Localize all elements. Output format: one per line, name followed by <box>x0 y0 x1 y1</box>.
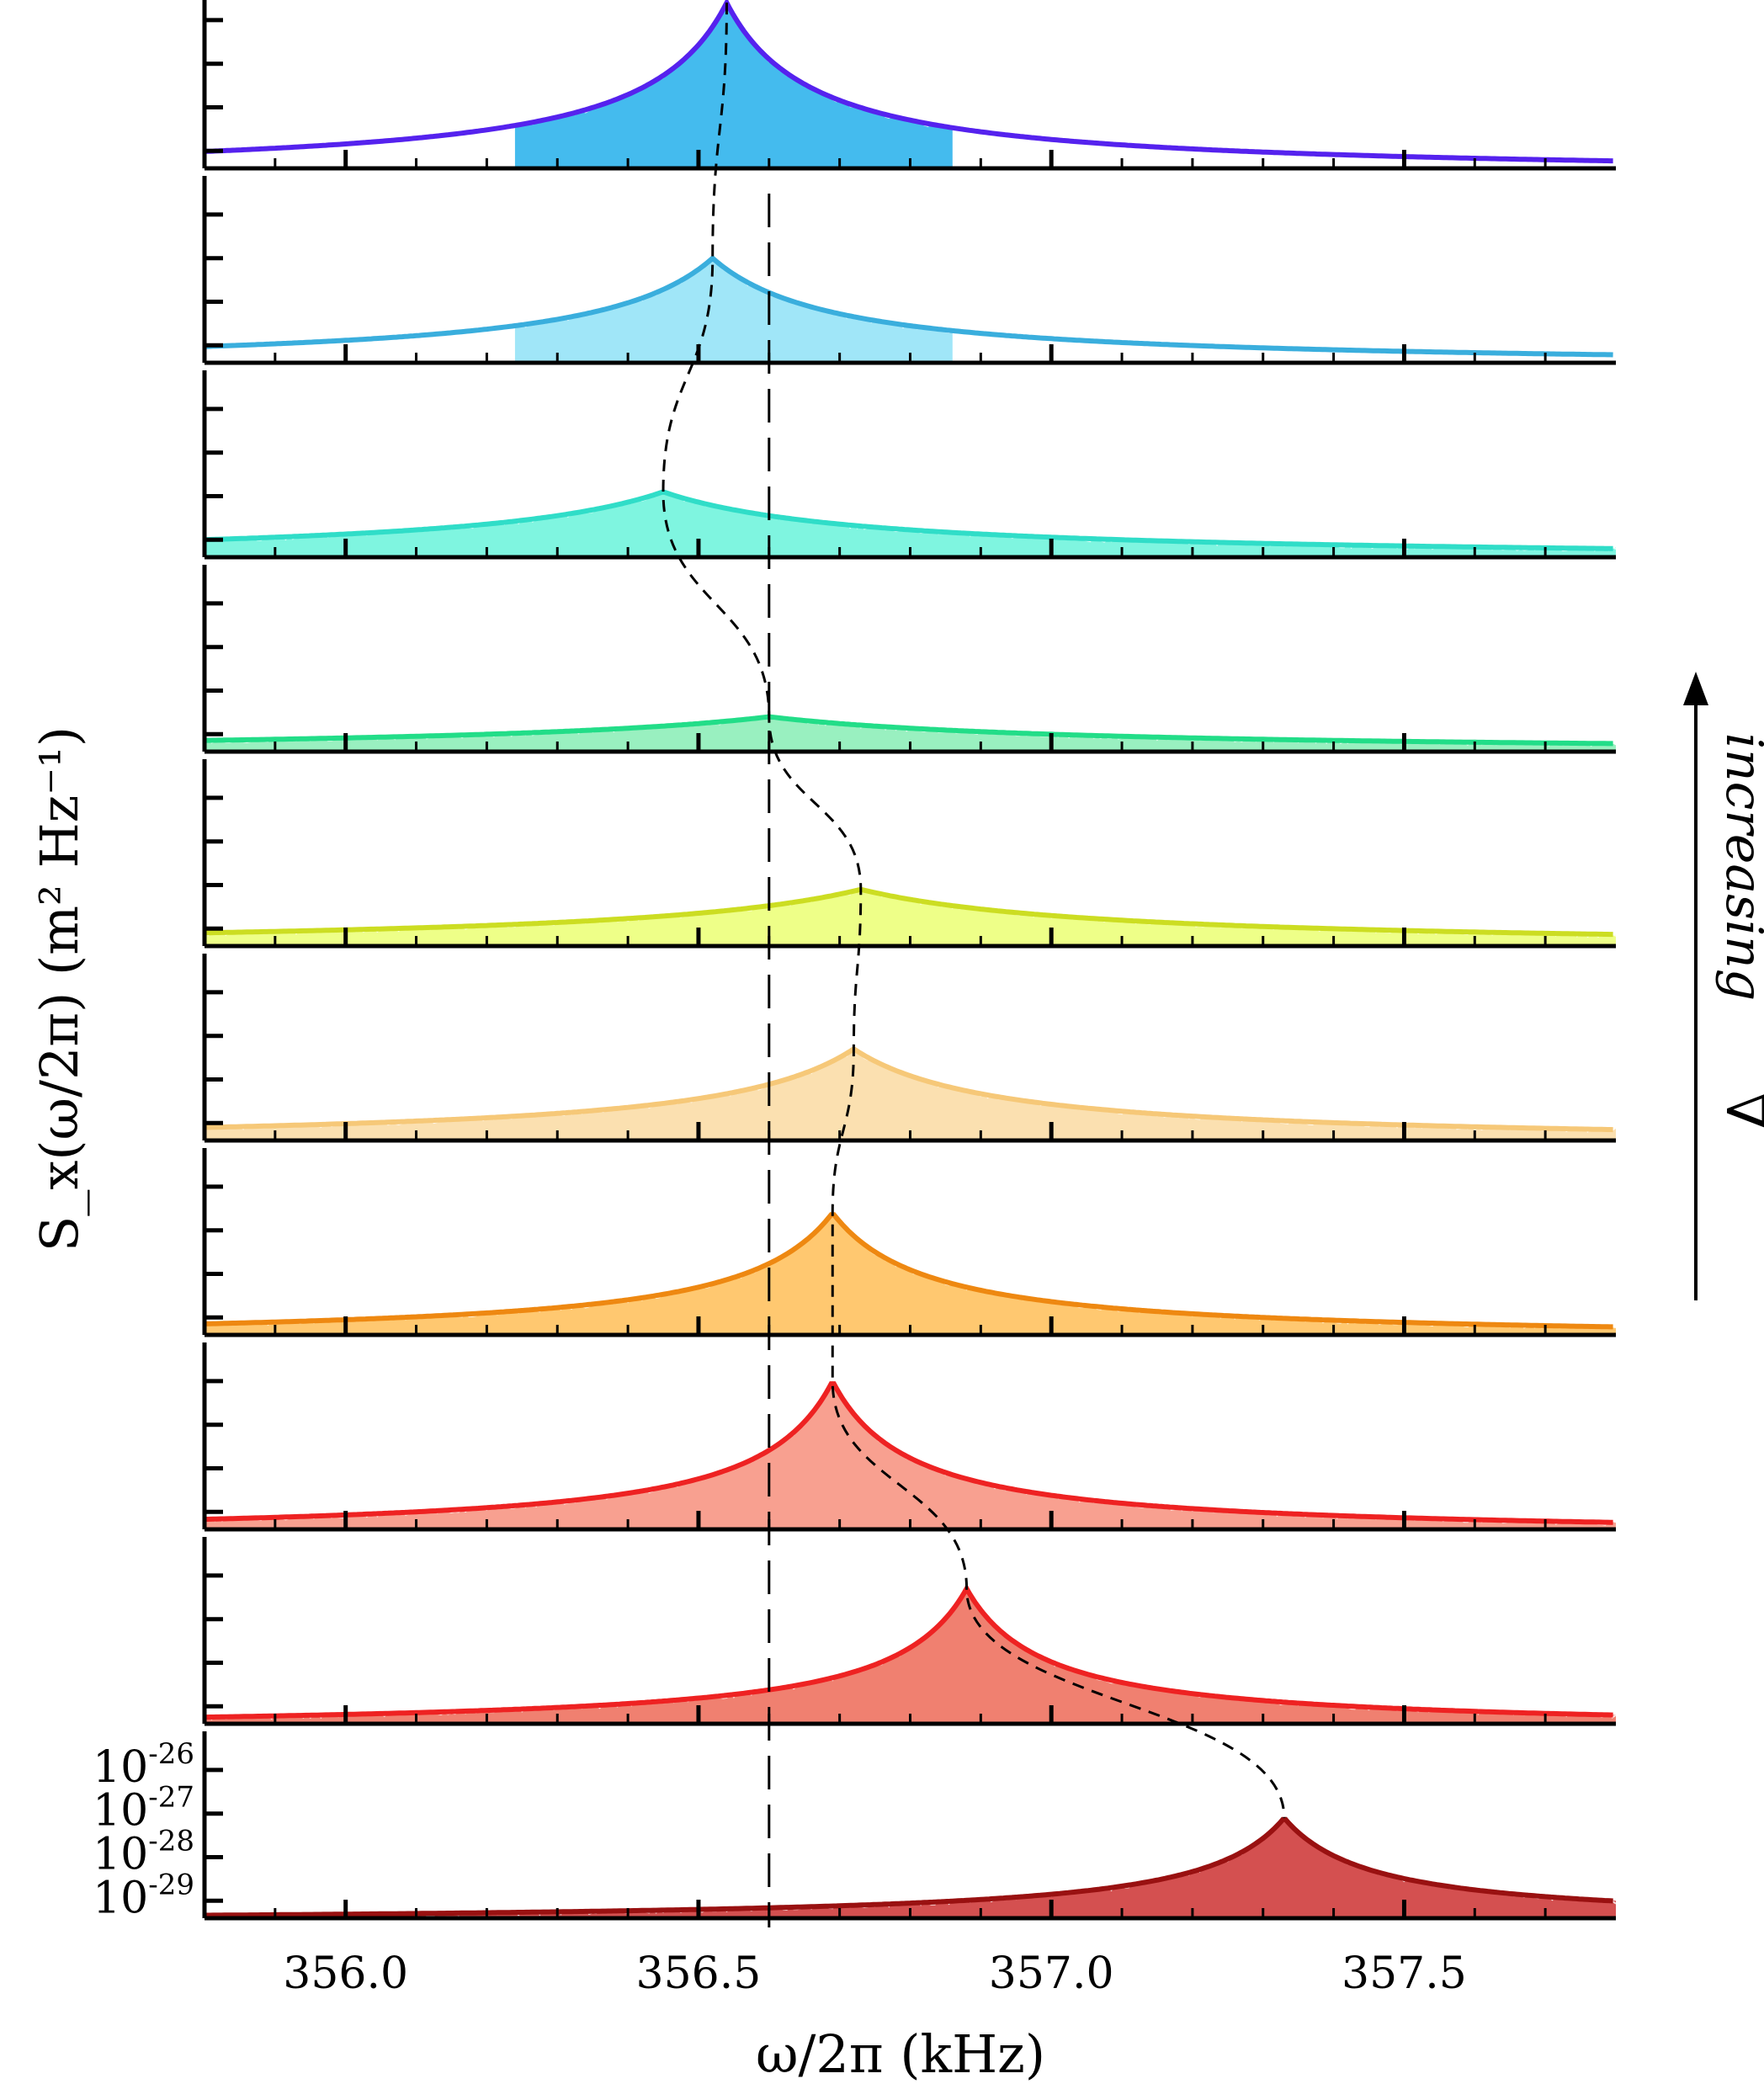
spectrum-fill-9 <box>205 1588 1616 1724</box>
fit-curve-2 <box>204 254 1613 358</box>
fit-curve-8 <box>204 1381 1613 1525</box>
panel-2 <box>202 176 1616 365</box>
panel-6 <box>202 954 1617 1143</box>
x-tick-label: 357.0 <box>989 1948 1114 1999</box>
fit-curve-6 <box>204 1045 1613 1133</box>
x-tick-label: 357.5 <box>1342 1948 1467 1999</box>
increasing-annotation: increasing ∇ <box>1683 672 1764 1300</box>
panel-8 <box>202 1342 1617 1532</box>
annotation-text: increasing <box>1714 733 1764 1001</box>
spectrum-panels <box>202 0 1617 1927</box>
fit-curve-5 <box>204 887 1613 938</box>
panel-4 <box>202 565 1617 754</box>
panel-3 <box>202 370 1617 560</box>
y-tick-label: 10-29 <box>93 1868 194 1923</box>
spectrum-fill-1 <box>514 3 953 168</box>
fit-curve-7 <box>204 1212 1613 1330</box>
y-axis-label: S_x(ω/2π) (m² Hz⁻¹) <box>29 726 90 1252</box>
panel-5 <box>202 759 1617 949</box>
fit-curve-10 <box>205 1816 1613 1918</box>
fit-curve-3 <box>204 489 1613 551</box>
spectrum-fill-2 <box>514 258 953 363</box>
spectrum-fill-6 <box>205 1050 1616 1140</box>
annotation-arrow-head <box>1683 672 1708 705</box>
peak-trace-dashed <box>662 3 1286 1818</box>
spectrum-fill-10 <box>205 1817 1616 1918</box>
panel-10 <box>202 1731 1617 1921</box>
fit-curve-9 <box>205 1583 1613 1720</box>
x-tick-label: 356.5 <box>636 1948 762 1999</box>
x-axis-label: ω/2π (kHz) <box>756 2023 1045 2084</box>
x-tick-labels: 356.0 356.5 357.0 357.5 <box>283 1948 1467 1999</box>
fit-curve-4 <box>204 714 1613 747</box>
annotation-symbol: ∇ <box>1714 1093 1764 1130</box>
spectrum-fill-3 <box>205 492 1616 557</box>
panel-7 <box>202 1148 1617 1337</box>
x-tick-label: 356.0 <box>283 1948 408 1999</box>
fit-curve-1 <box>204 0 1613 164</box>
spectrum-fill-8 <box>205 1380 1616 1529</box>
panel-9 <box>202 1537 1617 1726</box>
spectrum-fill-7 <box>205 1212 1616 1335</box>
spectrum-fill-5 <box>205 888 1616 946</box>
panel-1 <box>202 0 1616 171</box>
